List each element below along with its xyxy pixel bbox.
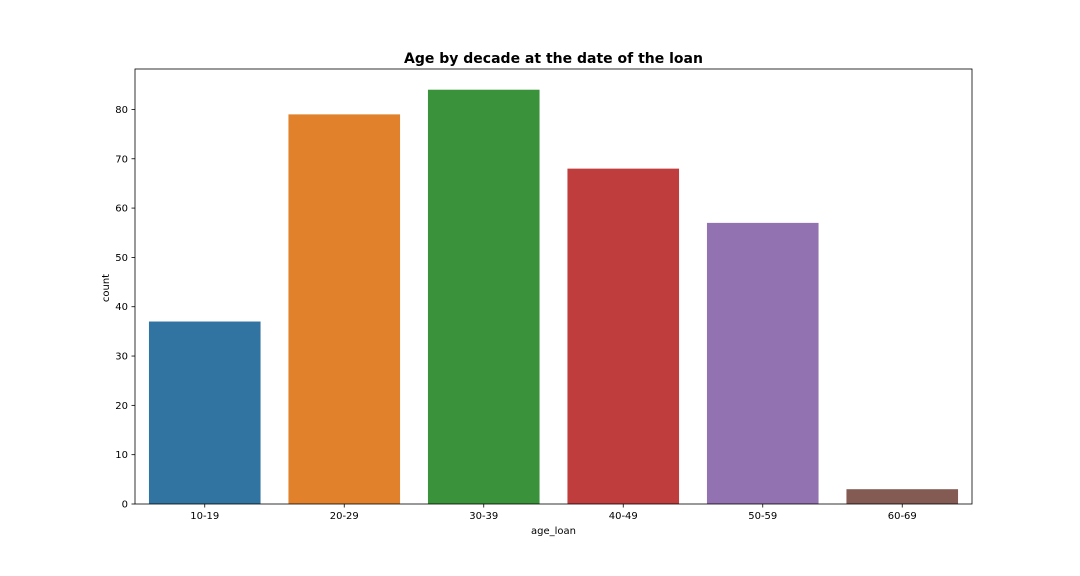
- y-axis-label: count: [101, 274, 112, 302]
- y-tick-label-10: 10: [115, 450, 128, 461]
- y-tick-label-70: 70: [115, 154, 128, 165]
- bar-30-39: [427, 89, 540, 504]
- x-axis: 10-19 20-29 30-39 40-49 50-59 60-69: [190, 504, 917, 522]
- y-tick-label-80: 80: [115, 105, 128, 116]
- x-tick-label-40-49: 40-49: [609, 511, 638, 522]
- y-axis: 0 10 20 30 40 50 60 70 80: [115, 105, 135, 511]
- bar-50-59: [706, 222, 819, 504]
- y-tick-label-20: 20: [115, 401, 128, 412]
- chart-title: Age by decade at the date of the loan: [404, 51, 703, 67]
- y-tick-label-30: 30: [115, 352, 128, 363]
- bar-40-49: [567, 168, 680, 504]
- y-tick-label-0: 0: [122, 500, 128, 511]
- bar-60-69: [846, 489, 959, 504]
- bar-10-19: [148, 321, 261, 504]
- x-axis-label: age_loan: [531, 526, 576, 537]
- y-tick-label-50: 50: [115, 253, 128, 264]
- y-tick-label-60: 60: [115, 204, 128, 215]
- bar-20-29: [288, 114, 401, 505]
- plot-frame: [134, 68, 973, 505]
- bars-group: [148, 89, 959, 505]
- x-tick-label-20-29: 20-29: [330, 511, 359, 522]
- x-tick-label-30-39: 30-39: [469, 511, 498, 522]
- x-tick-label-10-19: 10-19: [190, 511, 219, 522]
- x-tick-label-60-69: 60-69: [888, 511, 917, 522]
- y-tick-label-40: 40: [115, 302, 128, 313]
- x-tick-label-50-59: 50-59: [748, 511, 777, 522]
